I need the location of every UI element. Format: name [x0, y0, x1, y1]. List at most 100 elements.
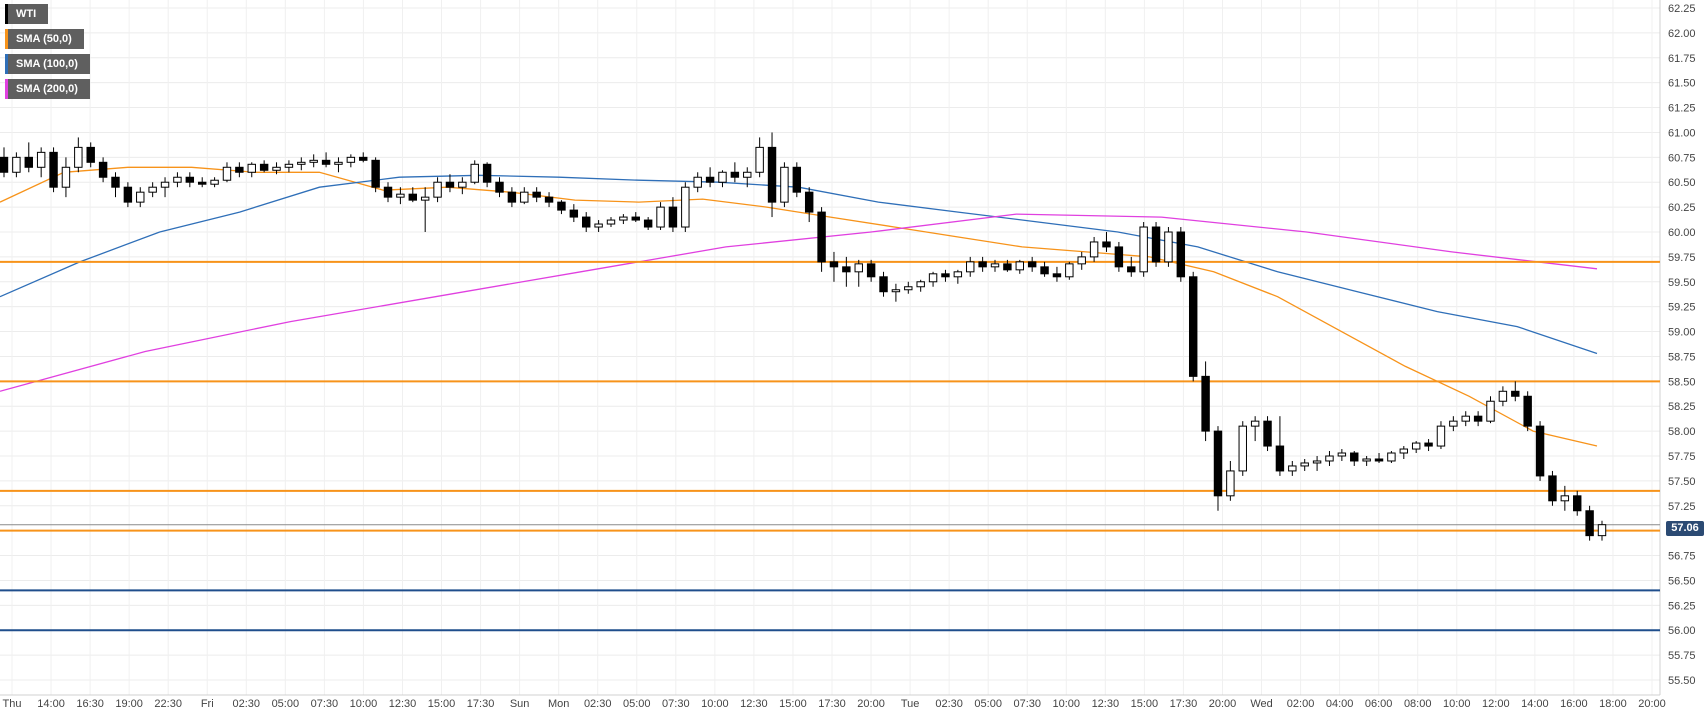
legend-label: WTI	[16, 8, 37, 20]
legend-swatch	[5, 29, 8, 49]
candle-body	[346, 156, 356, 163]
candle-body	[1486, 400, 1495, 422]
y-tick-label: 58.00	[1668, 426, 1696, 438]
legend-item-wti[interactable]: WTI	[5, 4, 49, 24]
candle-body	[1312, 460, 1322, 464]
candle-body	[1226, 470, 1235, 497]
sma-200-line	[0, 213, 1598, 392]
candle-body	[247, 163, 256, 173]
candle-body	[1114, 246, 1124, 268]
legend-item-sma100[interactable]: SMA (100,0)	[5, 54, 90, 74]
candle-body	[1188, 276, 1198, 377]
candle-body	[297, 161, 306, 165]
candle-body	[544, 196, 554, 203]
candle-body	[966, 261, 975, 273]
candle-body	[1164, 231, 1173, 263]
candle-body	[767, 146, 777, 203]
candle-body	[829, 261, 839, 268]
candle-body	[891, 289, 901, 293]
y-tick-label: 56.75	[1668, 551, 1696, 563]
y-tick-label: 62.00	[1668, 28, 1696, 40]
y-tick-label: 58.25	[1668, 401, 1696, 413]
candle-body	[0, 156, 9, 173]
x-tick-label: 02:30	[584, 698, 612, 710]
candle-body	[1176, 231, 1186, 278]
candle-body	[1263, 420, 1272, 447]
x-tick-label: 05:00	[974, 698, 1002, 710]
y-tick-label: 59.75	[1668, 252, 1696, 264]
x-tick-label: 12:00	[1482, 698, 1510, 710]
candle-body	[420, 196, 430, 201]
candle-body	[904, 286, 913, 291]
x-tick-label: 14:00	[37, 698, 65, 710]
x-tick-label: 15:00	[1131, 698, 1159, 710]
candle-body	[1473, 415, 1483, 422]
candle-body	[730, 171, 740, 178]
candle-body	[371, 159, 380, 188]
legend-item-sma50[interactable]: SMA (50,0)	[5, 29, 84, 49]
candle-body	[445, 181, 455, 188]
y-tick-label: 59.50	[1668, 277, 1696, 289]
x-tick-label: 18:00	[1599, 698, 1627, 710]
candle-body	[842, 266, 851, 273]
legend-label: SMA (50,0)	[16, 33, 72, 45]
legend-swatch	[5, 79, 8, 99]
candle-body	[705, 176, 715, 183]
x-tick-label: 16:30	[76, 698, 104, 710]
x-tick-label: 16:00	[1560, 698, 1588, 710]
candle-body	[98, 161, 108, 178]
legend-label: SMA (100,0)	[16, 58, 78, 70]
candle-body	[1040, 266, 1049, 275]
candle-body	[557, 201, 566, 211]
candle-body	[111, 176, 120, 188]
candle-body	[916, 281, 925, 288]
candle-body	[36, 151, 46, 168]
candle-body	[1213, 430, 1223, 497]
candle-body	[582, 216, 591, 228]
candle-body	[594, 223, 603, 228]
x-tick-label: Mon	[548, 698, 569, 710]
candle-body	[879, 276, 888, 293]
candle-body	[86, 146, 95, 163]
legend-item-sma200[interactable]: SMA (200,0)	[5, 79, 90, 99]
y-tick-label: 59.00	[1668, 327, 1696, 339]
y-tick-label: 60.50	[1668, 177, 1696, 189]
x-tick-label: 12:30	[1092, 698, 1120, 710]
candle-body	[309, 159, 318, 163]
candle-body	[284, 163, 294, 168]
candle-body	[1077, 256, 1086, 265]
candle-body	[61, 166, 71, 188]
candle-body	[458, 181, 467, 188]
x-tick-label: 04:00	[1326, 698, 1354, 710]
candle-body	[1560, 495, 1570, 502]
x-tick-label: 10:00	[1053, 698, 1081, 710]
y-tick-label: 57.75	[1668, 451, 1696, 463]
y-tick-label: 58.50	[1668, 376, 1696, 388]
candle-body	[656, 206, 665, 228]
x-tick-label: 10:00	[350, 698, 378, 710]
candle-body	[1350, 452, 1359, 462]
y-tick-label: 58.75	[1668, 351, 1696, 363]
candle-body	[681, 186, 690, 228]
candle-body	[532, 191, 541, 198]
candle-body	[792, 166, 802, 193]
y-tick-label: 55.75	[1668, 650, 1696, 662]
candles	[0, 132, 1607, 541]
candle-body	[197, 181, 207, 185]
candle-body	[24, 156, 33, 168]
candle-body	[1424, 442, 1433, 447]
candle-body	[334, 161, 343, 165]
candle-body	[520, 191, 529, 203]
y-tick-label: 61.50	[1668, 78, 1696, 90]
candle-body	[1461, 415, 1470, 422]
y-tick-label: 62.25	[1668, 3, 1696, 15]
candle-body	[470, 163, 479, 183]
x-tick-label: 20:00	[1209, 698, 1237, 710]
candle-body	[1065, 263, 1074, 278]
candle-body	[1449, 420, 1458, 427]
candle-body	[755, 146, 764, 173]
candle-body	[185, 176, 195, 183]
candle-body	[74, 146, 83, 168]
